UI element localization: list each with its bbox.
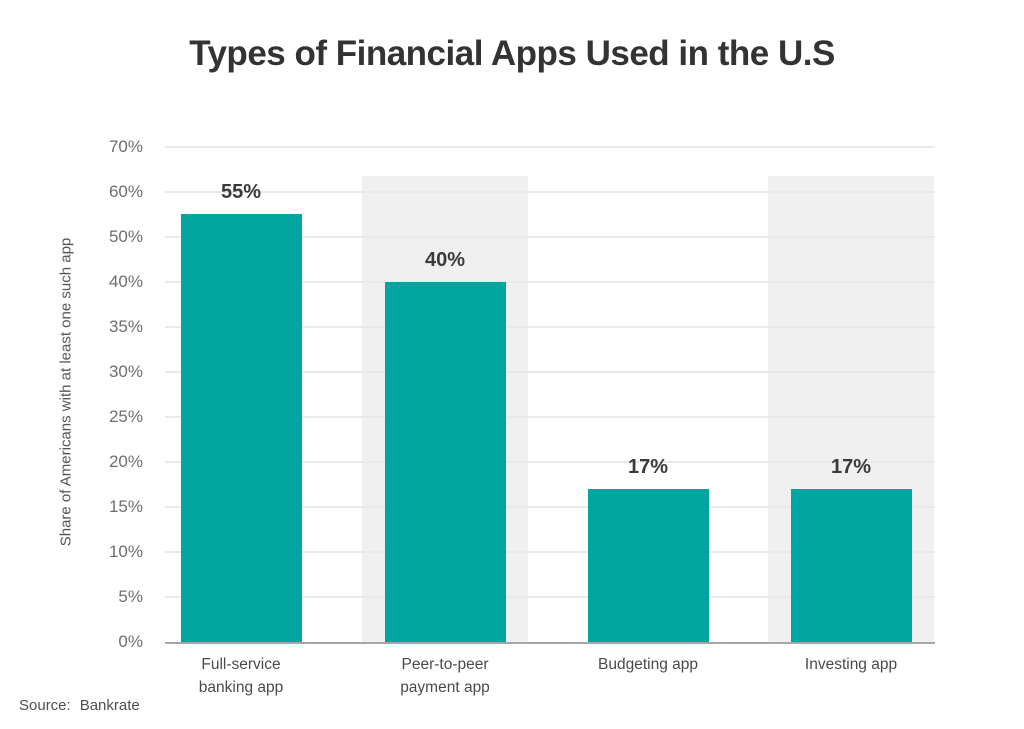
bar [587,489,709,642]
y-tick-label: 35% [108,317,143,336]
gridline [165,596,935,598]
y-tick-label: 25% [108,407,143,426]
source-label: Source: [19,697,71,714]
x-axis-line [165,642,935,644]
gridline [165,146,935,148]
category-label-line: Budgeting app [598,656,698,673]
bar-value-label: 55% [220,181,262,203]
y-tick-label: 5% [118,587,143,606]
category-label: Budgeting app [558,653,738,676]
bar [180,214,302,642]
gridline [165,281,935,283]
gridline [165,506,935,508]
gridline [165,461,935,463]
gridline [165,371,935,373]
gridline [165,551,935,553]
y-tick-label: 15% [108,497,143,516]
category-label: Investing app [761,653,941,676]
y-tick-label: 20% [108,452,143,471]
y-tick-label: 10% [108,542,143,561]
gridline [165,416,935,418]
y-tick-label: 50% [108,227,143,246]
y-tick-label: 70% [108,137,143,156]
bar [384,282,506,642]
y-tick-label: 60% [108,182,143,201]
category-label-line: Investing app [804,656,898,673]
category-label-line: payment app [400,679,490,696]
source-value: Bankrate [79,697,140,714]
source-note: Source: Bankrate [19,697,140,714]
category-label-line: Peer-to-peer [401,656,489,673]
gridline [165,191,935,193]
category-label-line: Full-service [201,656,281,673]
y-tick-label: 30% [108,362,143,381]
bar-value-label: 17% [830,456,872,478]
chart-title: Types of Financial Apps Used in the U.S [189,34,835,73]
plot-area: 0% 5% 10% 15% 20% 25% 30% 35% 40% 50% 60% 70% 55% Ful… [109,137,935,696]
bar-value-label: 40% [424,249,466,271]
gridline [165,236,935,238]
category-label-line: banking app [198,679,284,696]
y-tick-label: 40% [108,272,143,291]
bar-value-label: 17% [627,456,669,478]
category-label: Full-service banking app [151,653,331,699]
bar [790,489,912,642]
gridline [165,326,935,328]
y-tick-label: 0% [118,632,143,651]
category-label: Peer-to-peer payment app [355,653,535,699]
